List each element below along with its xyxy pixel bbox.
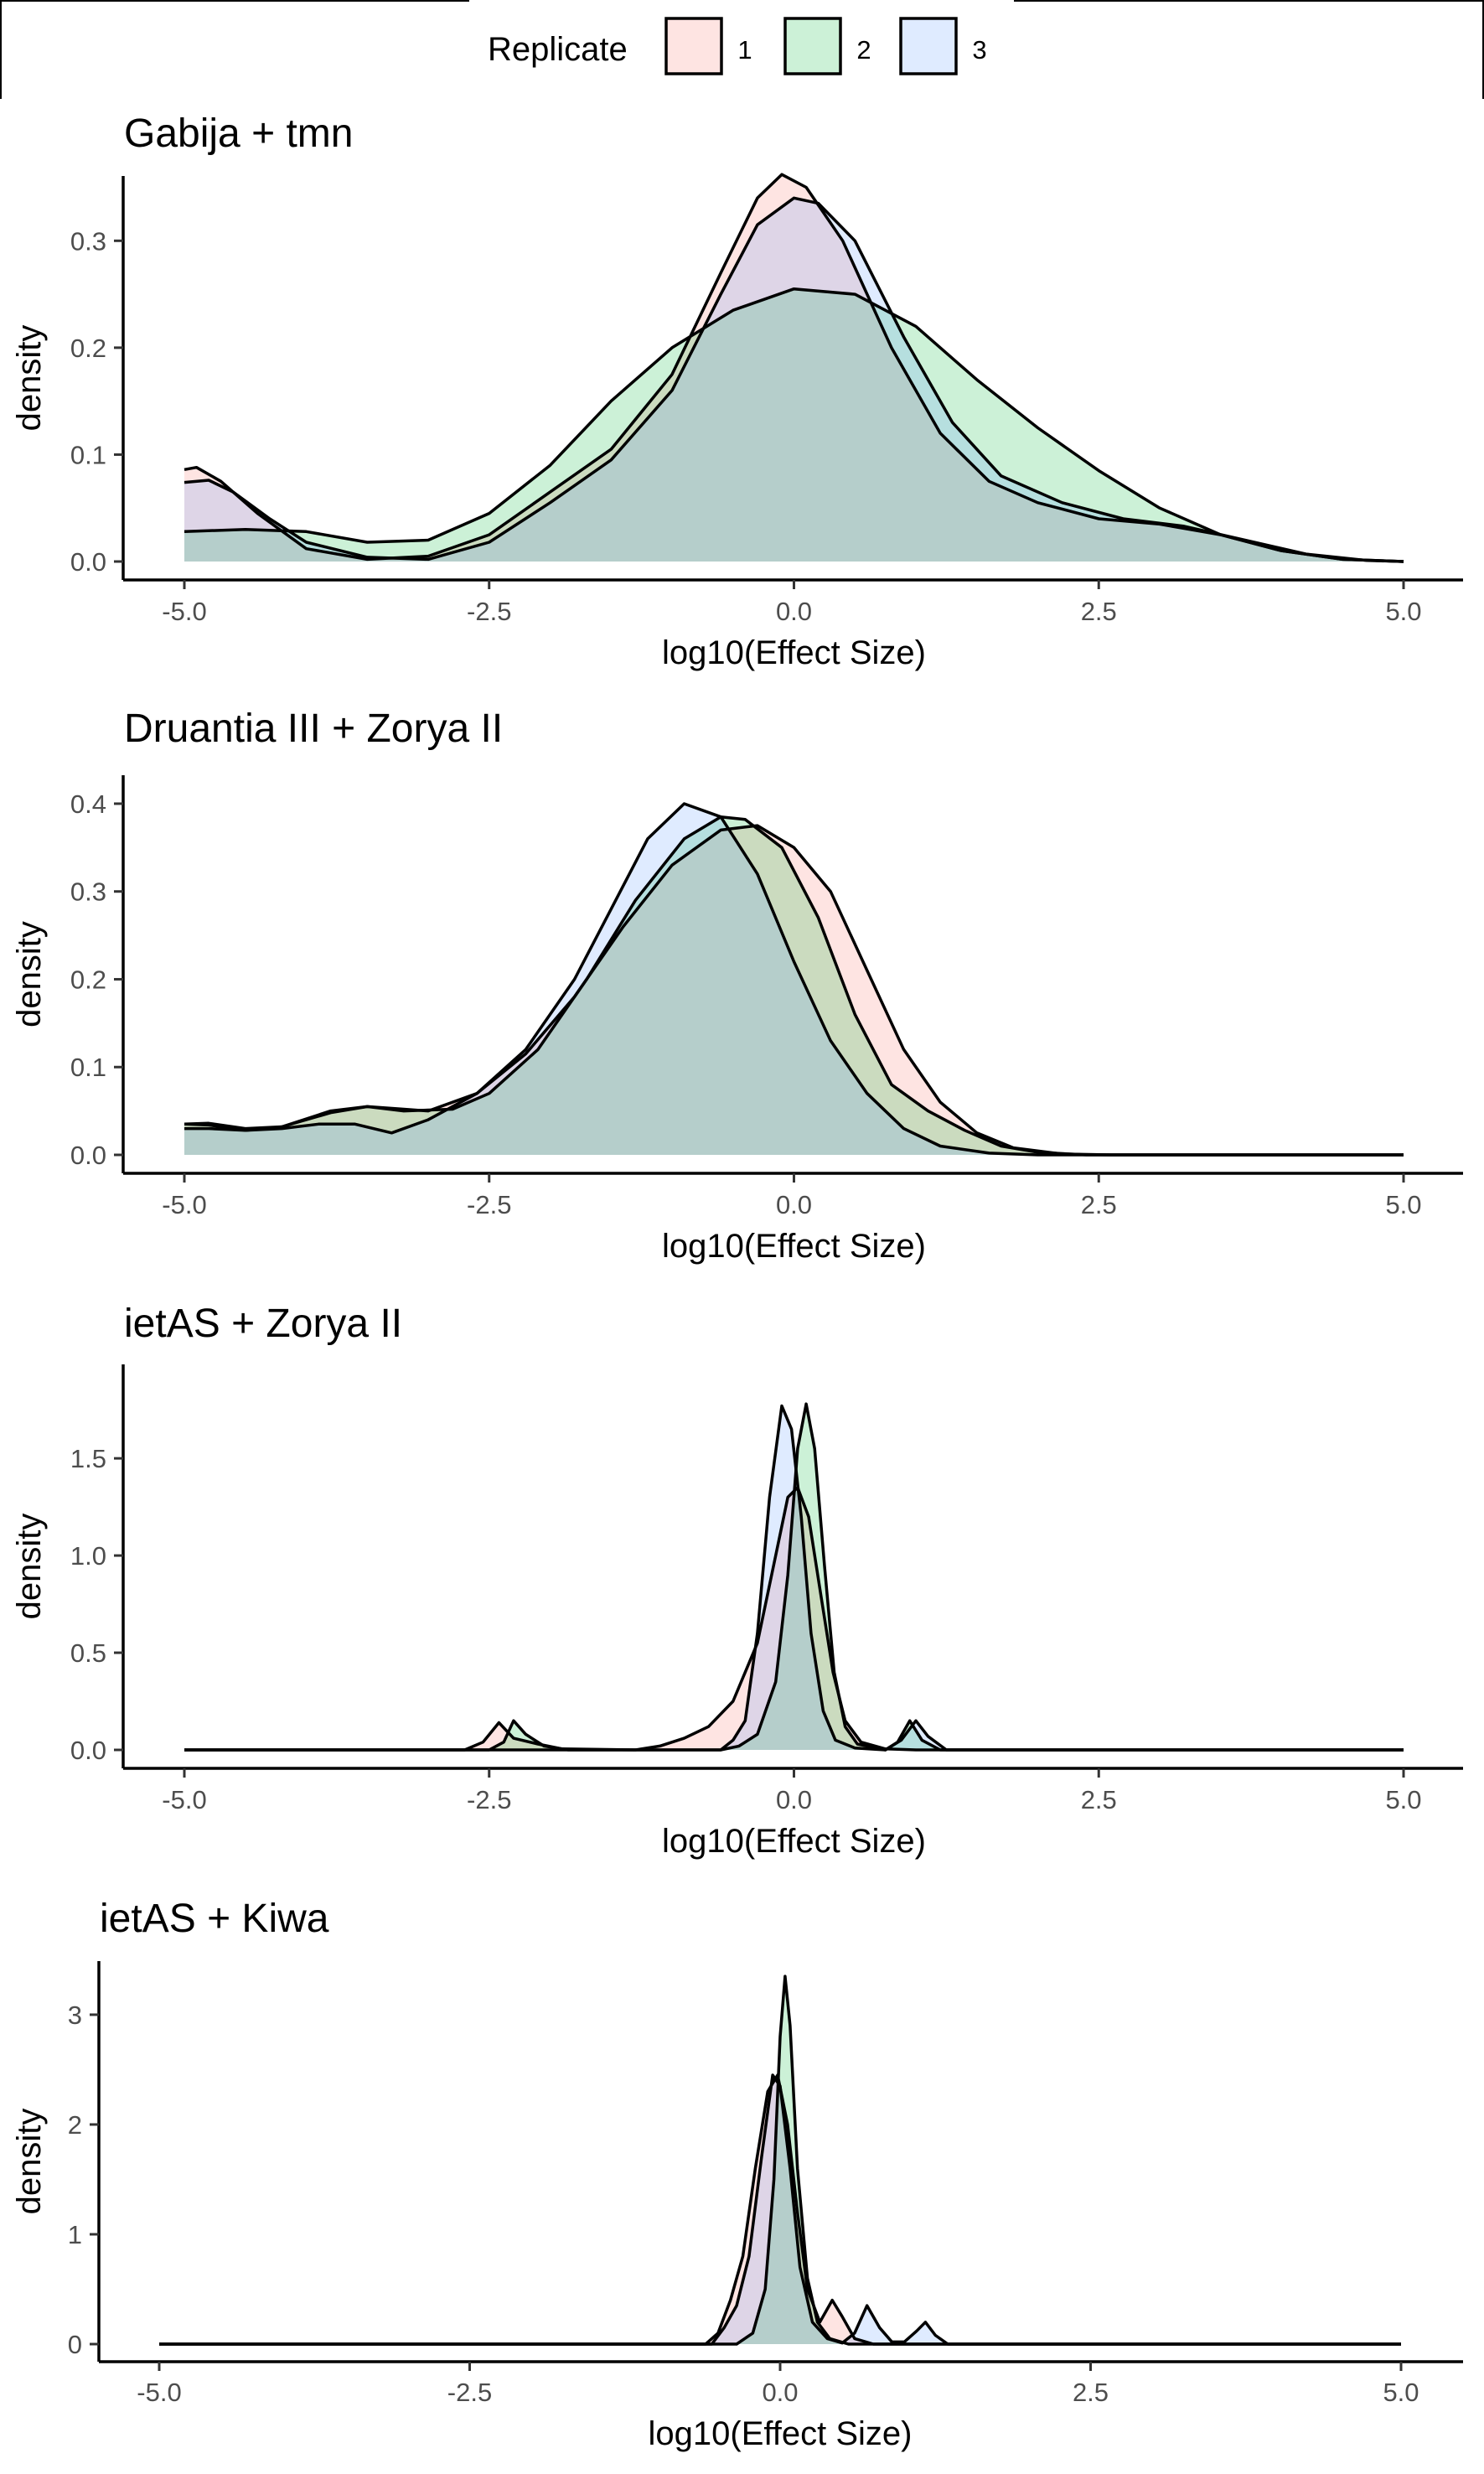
density-fill-replicate-2 <box>184 1404 1404 1750</box>
x-tick-label: 2.5 <box>1081 1785 1117 1814</box>
legend-swatch <box>664 17 723 75</box>
density-line-replicate-1 <box>184 1486 1404 1752</box>
x-tick-label: -5.0 <box>162 597 206 626</box>
y-tick-label: 0.1 <box>70 440 106 469</box>
legend-label: 1 <box>737 35 752 65</box>
y-tick-label: 0.0 <box>70 1141 106 1170</box>
density-fill-replicate-3 <box>184 804 1404 1155</box>
panel-1: Gabija + tmn -5.0 -2.5 0.0 2.5 5.0 0.0 0.1 0.2 0.… <box>11 111 1463 671</box>
y-tick-label: 0.5 <box>70 1638 106 1668</box>
y-tick-label: 0.4 <box>70 789 106 819</box>
legend-label: 2 <box>856 35 871 65</box>
x-axis-title: log10(Effect Size) <box>662 634 926 671</box>
y-axis-title: density <box>11 325 48 432</box>
x-tick-label: 0.0 <box>776 1190 812 1219</box>
x-tick-label: 5.0 <box>1383 2378 1419 2407</box>
y-tick-label: 0.0 <box>70 1736 106 1765</box>
y-tick-label: 2 <box>68 2110 82 2140</box>
x-axis-title: log10(Effect Size) <box>649 2415 913 2452</box>
x-tick-label: -5.0 <box>162 1785 206 1814</box>
y-tick-label: 0.2 <box>70 965 106 994</box>
y-tick-label: 1.0 <box>70 1541 106 1571</box>
x-tick-label: -2.5 <box>467 1785 511 1814</box>
density-line-replicate-2 <box>159 1975 1401 2346</box>
density-line-replicate-1 <box>159 2073 1401 2346</box>
panel-3: ietAS + Zorya II -5.0 -2.5 0.0 2.5 5.0 0.0 0.5 1… <box>11 1302 1463 1860</box>
density-fill-replicate-2 <box>184 816 1404 1155</box>
x-tick-label: -2.5 <box>467 1190 511 1219</box>
density-fill-replicate-1 <box>159 2075 1401 2344</box>
legend-key-3: 3 <box>899 17 987 75</box>
legend-swatch <box>899 17 958 75</box>
y-tick-label: 1 <box>68 2220 82 2249</box>
y-axis-title: density <box>11 921 48 1027</box>
density-fill-replicate-1 <box>184 826 1404 1155</box>
density-line-replicate-3 <box>184 196 1404 563</box>
panel-2: Druantia III + Zorya II -5.0 -2.5 0.0 2.5 5.0… <box>11 706 1463 1265</box>
legend-key-1: 1 <box>664 17 752 75</box>
density-fill-replicate-3 <box>184 198 1404 562</box>
y-tick-label: 1.5 <box>70 1444 106 1473</box>
panel-title: ietAS + Kiwa <box>100 1897 329 1941</box>
x-tick-label: 2.5 <box>1073 2378 1109 2407</box>
density-line-replicate-1 <box>184 824 1404 1157</box>
y-tick-label: 3 <box>68 2000 82 2030</box>
y-axis-title: density <box>11 1514 48 1620</box>
legend-swatch <box>783 17 842 75</box>
x-tick-label: 2.5 <box>1081 597 1117 626</box>
density-line-replicate-3 <box>184 1404 1404 1752</box>
x-tick-label: 5.0 <box>1385 1190 1421 1219</box>
y-tick-label: 0.1 <box>70 1053 106 1082</box>
legend-key-2: 2 <box>783 17 871 75</box>
legend-label: 3 <box>972 35 986 65</box>
y-tick-label: 0.0 <box>70 547 106 577</box>
panel-title: Druantia III + Zorya II <box>124 706 503 751</box>
panel-title: ietAS + Zorya II <box>124 1302 402 1346</box>
density-line-replicate-3 <box>184 802 1404 1157</box>
density-fill-replicate-1 <box>184 174 1404 562</box>
x-tick-label: 2.5 <box>1081 1190 1117 1219</box>
y-tick-label: 0.3 <box>70 877 106 907</box>
x-tick-label: 5.0 <box>1385 1785 1421 1814</box>
density-fill-replicate-2 <box>159 1976 1401 2344</box>
x-axis-title: log10(Effect Size) <box>662 1228 926 1265</box>
x-tick-label: 0.0 <box>776 597 812 626</box>
density-fill-replicate-3 <box>159 2075 1401 2344</box>
density-line-replicate-2 <box>184 287 1404 563</box>
panel-title: Gabija + tmn <box>124 111 353 156</box>
density-fill-replicate-2 <box>184 288 1404 562</box>
y-tick-label: 0 <box>68 2330 82 2359</box>
x-tick-label: -2.5 <box>447 2378 492 2407</box>
density-fill-replicate-1 <box>184 1487 1404 1750</box>
density-line-replicate-2 <box>184 815 1404 1157</box>
legend-title: Replicate <box>488 31 628 68</box>
y-axis-title: density <box>11 2109 48 2215</box>
panel-4: ietAS + Kiwa -5.0 -2.5 0.0 2.5 5.0 0 1 2 3 log10(E… <box>11 1897 1463 2452</box>
x-tick-label: 0.0 <box>776 1785 812 1814</box>
x-axis-title: log10(Effect Size) <box>662 1823 926 1860</box>
y-tick-label: 0.3 <box>70 226 106 256</box>
density-fill-replicate-3 <box>184 1405 1404 1750</box>
x-tick-label: -5.0 <box>162 1190 206 1219</box>
x-tick-label: -2.5 <box>467 597 511 626</box>
x-tick-label: 0.0 <box>762 2378 798 2407</box>
y-tick-label: 0.2 <box>70 334 106 363</box>
x-tick-label: 5.0 <box>1385 597 1421 626</box>
legend: Replicate 1 2 3 <box>0 0 1484 99</box>
density-line-replicate-3 <box>159 2073 1401 2346</box>
x-tick-label: -5.0 <box>137 2378 181 2407</box>
